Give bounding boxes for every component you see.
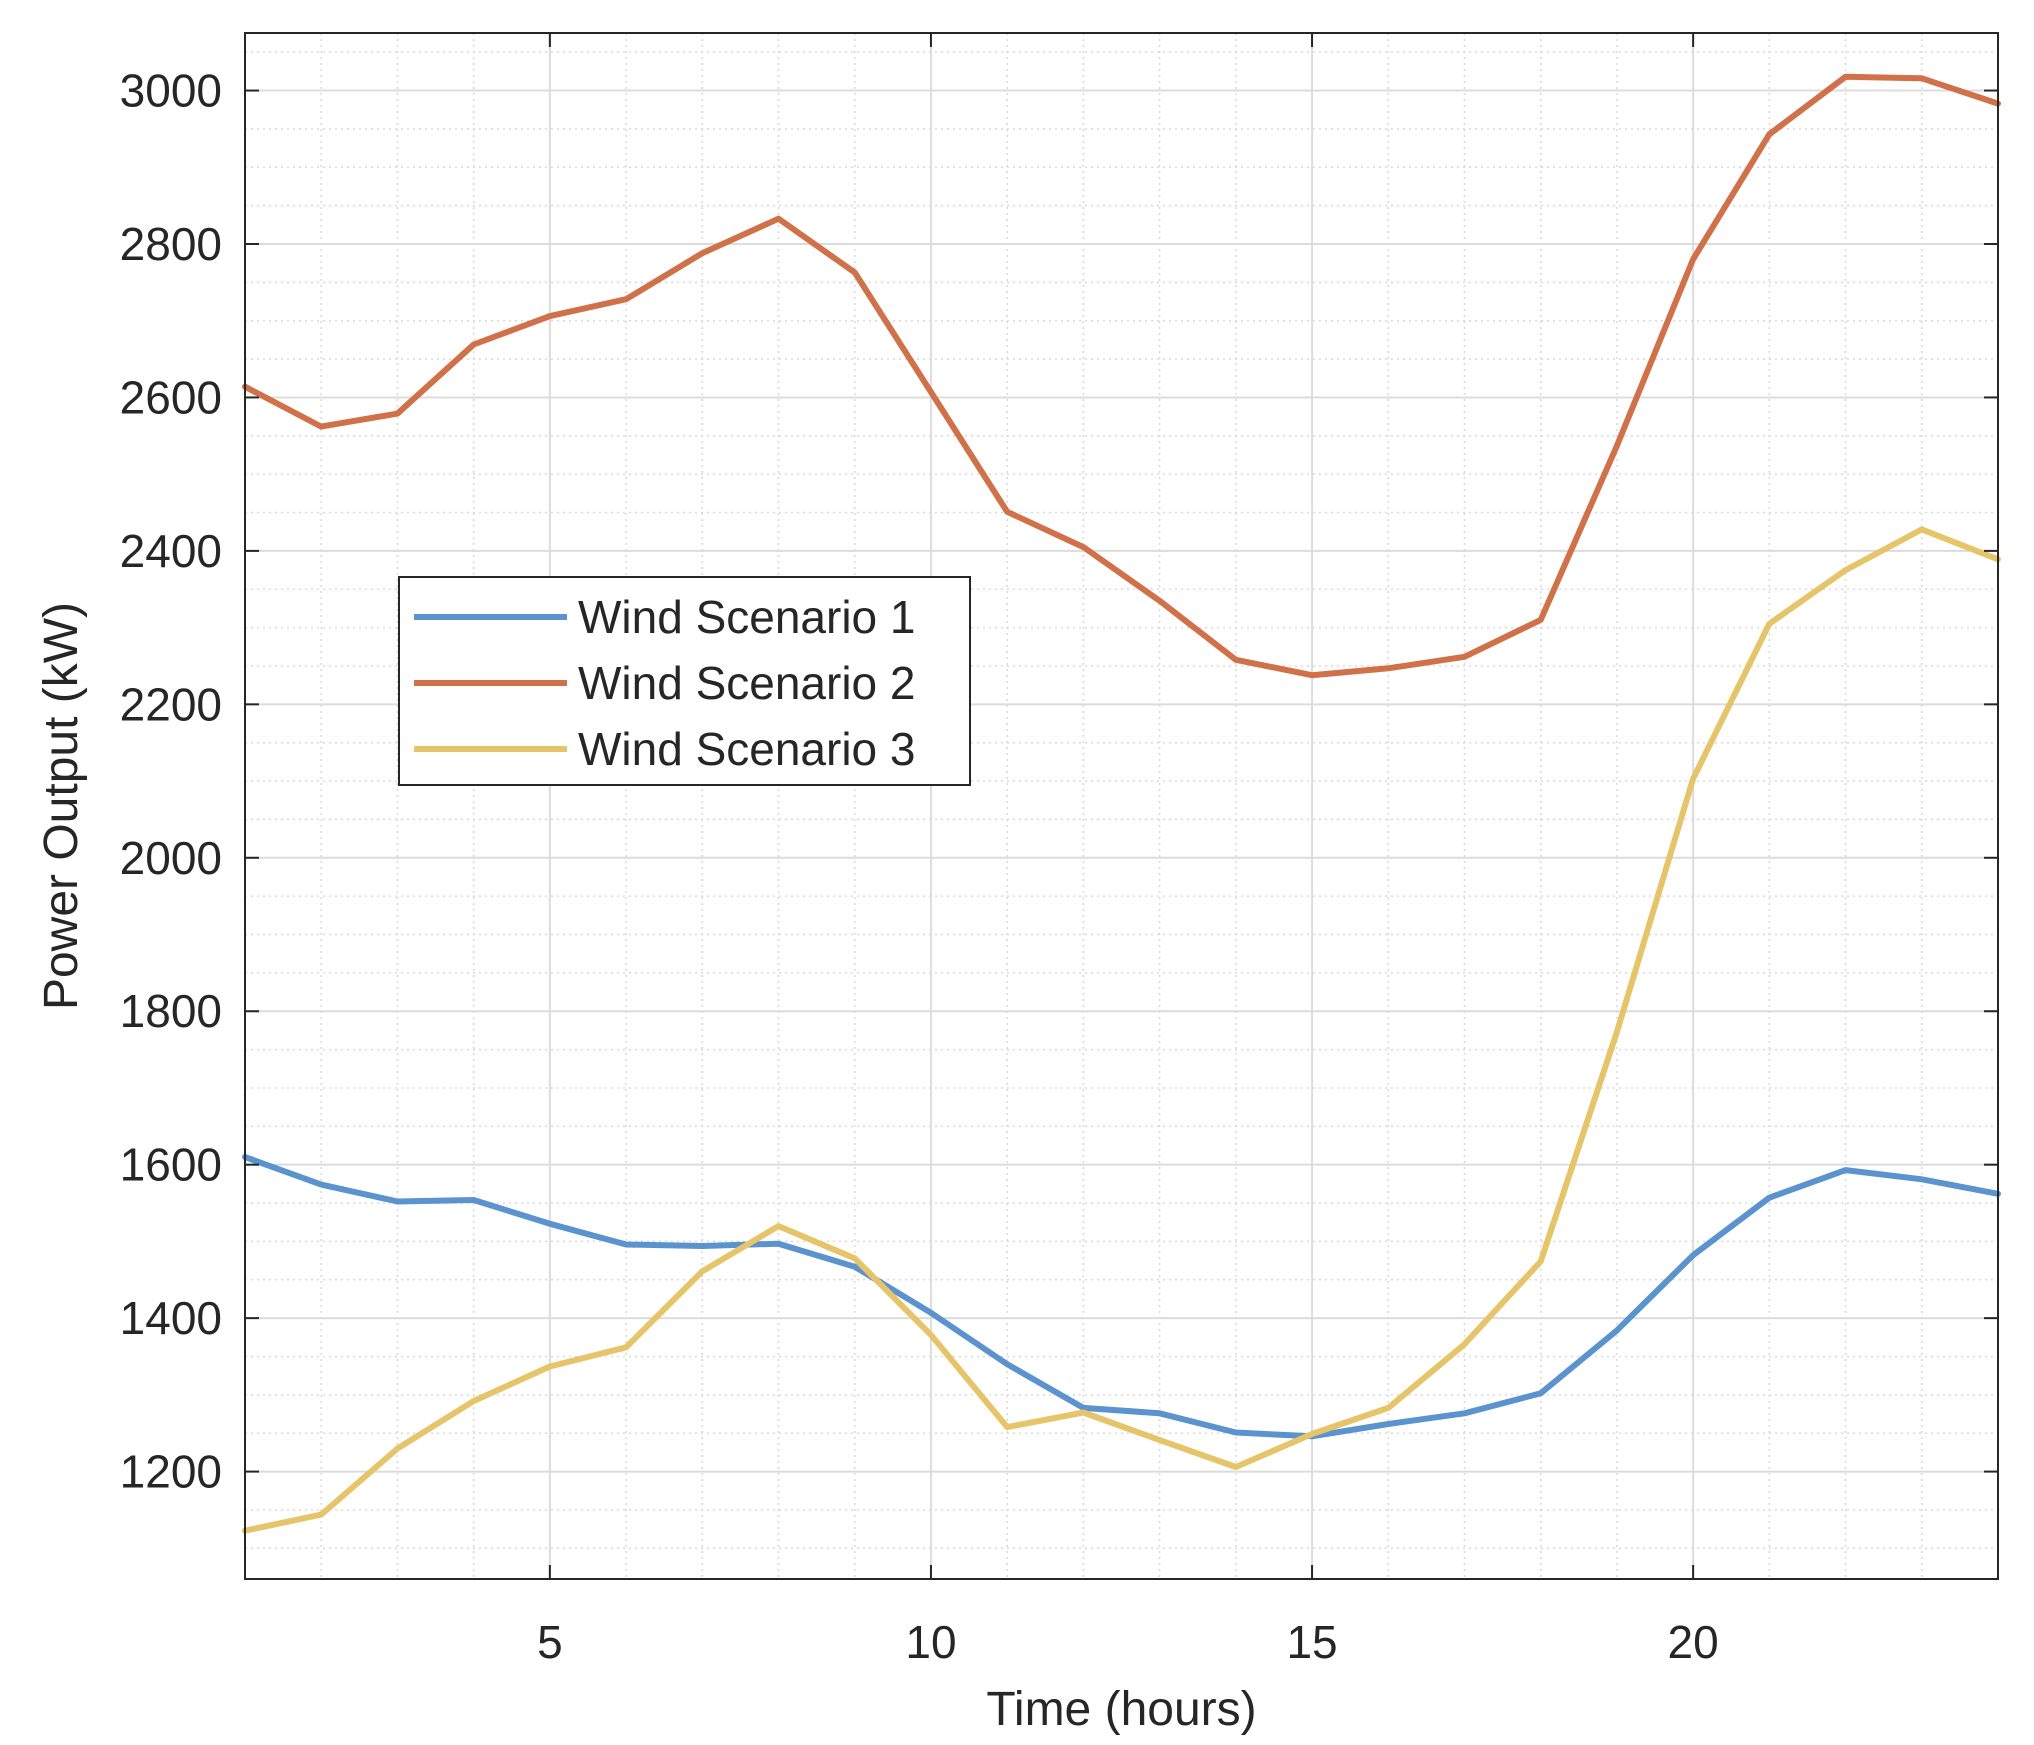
y-tick-label: 1200 [120, 1446, 222, 1498]
y-tick-label: 1800 [120, 985, 222, 1037]
y-tick-label: 2400 [120, 525, 222, 577]
y-tick-label: 1400 [120, 1292, 222, 1344]
tick-labels: 5 10 15 20 1200 1400 1600 1800 2000 2200 2400 2600 2… [120, 65, 1719, 1668]
y-tick-label: 2800 [120, 218, 222, 270]
legend-label: Wind Scenario 2 [578, 657, 916, 709]
y-tick-label: 3000 [120, 65, 222, 117]
y-tick-label: 1600 [120, 1139, 222, 1191]
y-axis-label: Power Output (kW) [35, 602, 88, 1010]
y-tick-label: 2600 [120, 371, 222, 423]
legend-label: Wind Scenario 1 [578, 591, 916, 643]
major-grid [245, 33, 1998, 1579]
legend: Wind Scenario 1 Wind Scenario 2 Wind Scena… [399, 577, 970, 785]
series-layer [245, 77, 1998, 1531]
legend-label: Wind Scenario 3 [578, 723, 916, 775]
x-tick-label: 5 [537, 1616, 563, 1668]
x-tick-label: 20 [1668, 1616, 1719, 1668]
y-tick-label: 2000 [120, 832, 222, 884]
minor-grid [245, 33, 1998, 1579]
plot-frame [245, 33, 1998, 1579]
axis-ticks [245, 33, 1998, 1579]
x-tick-label: 15 [1286, 1616, 1337, 1668]
x-tick-label: 10 [905, 1616, 956, 1668]
y-tick-label: 2200 [120, 678, 222, 730]
x-axis-label: Time (hours) [986, 1683, 1256, 1736]
